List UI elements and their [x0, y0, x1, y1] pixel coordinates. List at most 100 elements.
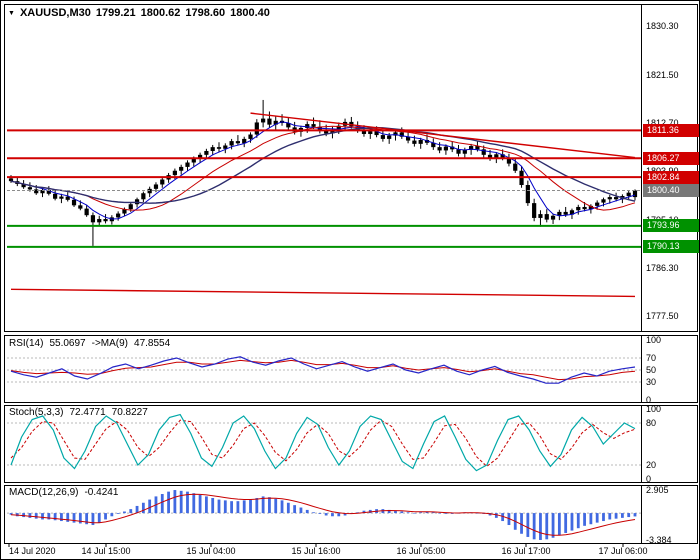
- candle-body: [361, 130, 367, 134]
- macd-level-label: -3.384: [646, 535, 672, 545]
- macd-histogram-bar: [532, 513, 536, 540]
- macd-name: MACD(12,26,9): [9, 487, 79, 498]
- candle-body: [59, 196, 64, 199]
- candle-body: [153, 184, 159, 189]
- candle-body: [456, 149, 461, 154]
- candle-body: [538, 214, 543, 218]
- candle-body: [34, 189, 39, 194]
- macd-histogram-bar: [223, 500, 227, 514]
- macd-histogram-bar: [539, 513, 542, 540]
- macd-histogram-bar: [312, 512, 315, 514]
- candle-body: [21, 183, 26, 188]
- macd-histogram-bar: [564, 513, 568, 533]
- macd-histogram-bar: [167, 491, 170, 514]
- candle-body: [387, 135, 392, 139]
- candle-body: [242, 138, 247, 144]
- candle-body: [481, 149, 486, 155]
- candle-body: [368, 131, 373, 134]
- candle-body: [84, 208, 89, 216]
- candle-body: [141, 193, 146, 200]
- macd-histogram-bar: [85, 513, 89, 525]
- chart-title: ▼ XAUUSD,M30 1799.21 1800.62 1798.60 180…: [8, 7, 270, 19]
- macd-histogram-bar: [356, 512, 360, 514]
- macd-histogram-bar: [387, 509, 391, 514]
- rsi-indicator-label: RSI(14) 55.0697 ->MA(9) 47.8554: [9, 338, 170, 349]
- macd-histogram-bar: [520, 513, 523, 534]
- candle-body: [437, 147, 442, 151]
- candle-body: [380, 135, 385, 139]
- candle-body: [261, 118, 266, 123]
- candle-body: [78, 205, 83, 209]
- macd-histogram-bar: [614, 513, 618, 519]
- macd-histogram-bar: [425, 511, 429, 514]
- quote-low: 1798.60: [185, 7, 226, 19]
- macd-histogram-bar: [192, 493, 196, 514]
- time-axis-label: 16 Jul 17:00: [501, 546, 551, 556]
- macd-histogram-bar: [104, 513, 107, 520]
- rsi-ma-line: [10, 359, 636, 381]
- stoch-k-value: 72.4771: [69, 407, 106, 418]
- macd-value: -0.4241: [84, 487, 119, 498]
- trendline: [250, 112, 636, 159]
- quote-open: 1799.21: [95, 7, 136, 19]
- stoch-level-label: 100: [646, 404, 662, 414]
- macd-histogram-bar: [9, 513, 13, 515]
- candle-body: [204, 150, 209, 155]
- candle-body: [525, 185, 530, 204]
- candle-body: [116, 213, 121, 218]
- candle-body: [122, 209, 127, 214]
- candle-body: [160, 179, 165, 185]
- candle-body: [399, 132, 404, 137]
- macd-histogram-bar: [583, 513, 586, 526]
- macd-histogram-bar: [249, 499, 252, 514]
- candle-body: [286, 122, 291, 128]
- candle-body: [235, 141, 241, 144]
- macd-histogram-bar: [419, 512, 423, 514]
- rsi-level-label: 50: [646, 365, 657, 375]
- macd-histogram-bar: [633, 513, 637, 517]
- candle-body: [424, 140, 430, 143]
- macd-histogram-bar: [400, 511, 404, 514]
- price-axis-label: 1821.50: [646, 69, 679, 80]
- macd-histogram-bar: [545, 513, 549, 540]
- candle-body: [569, 210, 575, 215]
- macd-histogram-bar: [123, 511, 126, 514]
- candle-body: [179, 166, 184, 171]
- macd-histogram-bar: [34, 513, 38, 519]
- panel-border: [4, 4, 698, 332]
- stoch-level-label: 80: [646, 418, 657, 428]
- candle-body: [273, 120, 278, 125]
- macd-histogram-bar: [274, 498, 278, 514]
- rsi-level-label: 70: [646, 353, 657, 363]
- candle-body: [557, 211, 562, 216]
- macd-histogram-bar: [412, 513, 416, 514]
- macd-histogram-bar: [602, 513, 605, 522]
- candle-body: [229, 141, 234, 146]
- macd-histogram-bar: [318, 513, 322, 514]
- macd-histogram-bar: [204, 496, 208, 514]
- macd-histogram-bar: [78, 513, 82, 524]
- candle-body: [475, 146, 480, 150]
- candle-body: [305, 124, 310, 128]
- candle-body: [626, 192, 631, 196]
- price-marker-current: 1800.40: [643, 184, 699, 197]
- rsi-ma-value: 47.8554: [134, 338, 171, 349]
- macd-histogram-bar: [551, 513, 555, 538]
- candle-body: [8, 178, 14, 182]
- candle-body: [494, 154, 499, 159]
- candle-body: [450, 146, 455, 150]
- candle-body: [267, 118, 272, 125]
- macd-histogram-bar: [141, 502, 145, 514]
- macd-histogram-bar: [557, 513, 561, 536]
- time-axis-label: 17 Jul 06:00: [598, 546, 648, 556]
- macd-histogram-bar: [286, 502, 290, 514]
- candle-body: [487, 154, 493, 159]
- macd-histogram-bar: [406, 512, 410, 514]
- stoch-level-label: 20: [646, 460, 657, 470]
- macd-histogram-bar: [186, 491, 189, 514]
- macd-histogram-bar: [431, 512, 435, 514]
- rsi-level-label: 100: [646, 335, 662, 345]
- macd-histogram-bar: [66, 513, 70, 522]
- macd-histogram-bar: [72, 513, 76, 523]
